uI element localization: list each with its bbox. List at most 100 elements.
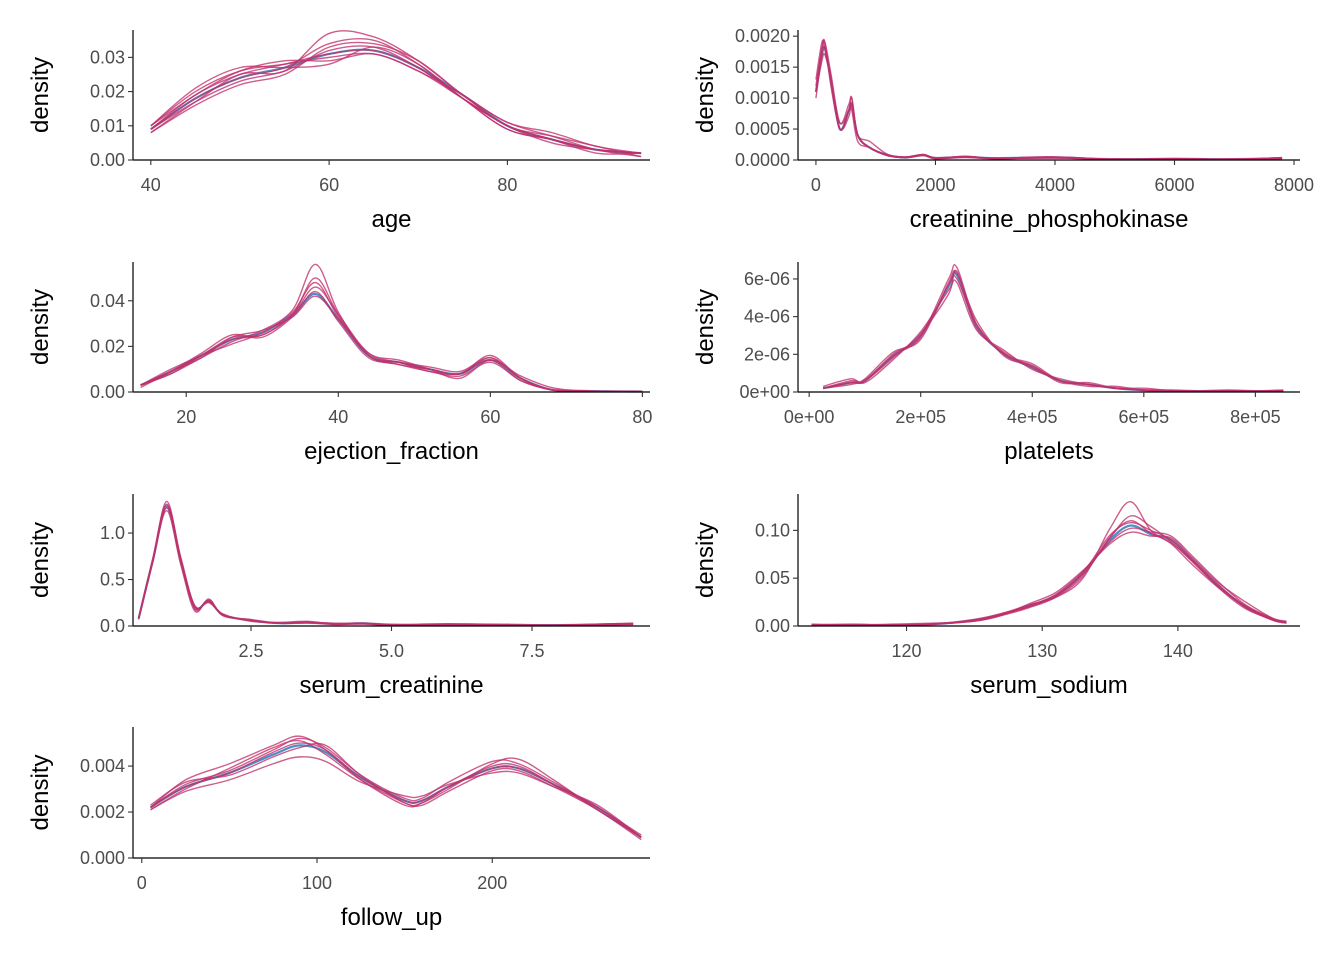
imputed-density-line	[811, 520, 1287, 626]
imputed-density-line	[137, 507, 634, 626]
imputed-density-line	[150, 742, 642, 838]
panel-creatinine_phosphokinase: 0 2000 4000 6000 8000 0.0000 0.0005 0.0010 0.001…	[692, 26, 1314, 233]
x-tick-label: 80	[497, 175, 517, 195]
x-axis-title: ejection_fraction	[304, 438, 479, 465]
x-tick-label: 40	[328, 407, 348, 427]
imputed-density-line	[823, 269, 1284, 392]
imputed-density-line	[140, 277, 643, 393]
imputed-density-line	[822, 274, 1284, 392]
y-tick-label: 0.03	[90, 47, 125, 67]
x-tick-label: 4e+05	[1007, 407, 1058, 427]
imputed-density-line	[150, 45, 642, 154]
panel-follow_up: 0 100 200 0.000 0.002 0.004 follow_up density	[27, 727, 650, 931]
x-tick-label: 80	[632, 407, 652, 427]
y-tick-label: 0.00	[755, 616, 790, 636]
y-tick-label: 4e-06	[744, 307, 790, 327]
x-tick-label: 8e+05	[1230, 407, 1281, 427]
imputed-density-line	[822, 269, 1284, 392]
imputed-density-line	[150, 737, 642, 838]
y-tick-label: 0.00	[90, 150, 125, 170]
x-tick-label: 0	[137, 873, 147, 893]
x-tick-label: 0	[811, 175, 821, 195]
imputed-density-line	[137, 510, 634, 626]
x-tick-label: 200	[477, 873, 507, 893]
x-tick-label: 100	[302, 873, 332, 893]
imputed-density-line	[811, 527, 1287, 626]
x-tick-label: 5.0	[379, 641, 404, 661]
x-tick-label: 6e+05	[1119, 407, 1170, 427]
imputed-density-line	[815, 39, 1283, 161]
imputed-density-line	[822, 263, 1284, 392]
imputed-density-line	[137, 500, 634, 626]
y-axis-title: density	[692, 289, 719, 365]
panel-serum_creatinine: 2.5 5.0 7.5 0.0 0.5 1.0 serum_creatinine densit…	[27, 494, 650, 699]
x-tick-label: 2.5	[238, 641, 263, 661]
y-tick-label: 0.00	[90, 382, 125, 402]
x-tick-label: 60	[480, 407, 500, 427]
y-tick-label: 2e-06	[744, 344, 790, 364]
x-axis-title: serum_creatinine	[299, 672, 483, 699]
imputed-density-line	[815, 52, 1283, 161]
x-tick-label: 120	[892, 641, 922, 661]
y-tick-label: 1.0	[100, 523, 125, 543]
panel-serum_sodium: 120 130 140 0.00 0.05 0.10 serum_sodium density	[692, 494, 1300, 699]
x-axis-title: follow_up	[341, 904, 442, 931]
imputed-density-line	[811, 521, 1287, 626]
y-axis-title: density	[27, 57, 54, 133]
imputed-density-line	[822, 279, 1284, 392]
x-axis-title: creatinine_phosphokinase	[910, 206, 1189, 233]
x-tick-label: 140	[1163, 641, 1193, 661]
x-axis-title: serum_sodium	[970, 672, 1127, 699]
observed-density-line	[811, 524, 1287, 627]
imputed-density-line	[140, 286, 643, 393]
y-tick-label: 0.02	[90, 336, 125, 356]
y-tick-label: 0.5	[100, 570, 125, 590]
panel-age: 40 60 80 0.00 0.01 0.02 0.03 age density	[27, 30, 650, 233]
y-tick-label: 0.0015	[735, 57, 790, 77]
imputed-density-line	[815, 39, 1283, 161]
imputed-density-line	[150, 739, 642, 841]
observed-density-line	[137, 505, 634, 627]
imputed-density-line	[150, 756, 642, 838]
x-tick-label: 4000	[1035, 175, 1075, 195]
imputed-density-line	[140, 263, 643, 393]
imputed-density-line	[150, 49, 642, 155]
y-tick-label: 0e+00	[739, 382, 790, 402]
imputed-density-line	[815, 38, 1283, 161]
imputed-density-line	[811, 500, 1287, 626]
y-tick-label: 0.0005	[735, 119, 790, 139]
imputed-density-line	[150, 742, 642, 836]
y-tick-label: 6e-06	[744, 269, 790, 289]
y-tick-label: 0.004	[80, 756, 125, 776]
imputed-density-line	[137, 504, 634, 626]
y-tick-label: 0.02	[90, 82, 125, 102]
y-tick-label: 0.0000	[735, 150, 790, 170]
imputed-density-line	[150, 735, 642, 838]
x-tick-label: 2000	[915, 175, 955, 195]
panel-platelets: 0e+00 2e+05 4e+05 6e+05 8e+05 0e+00 2e-06 4e-06…	[692, 262, 1300, 465]
y-tick-label: 0.10	[755, 520, 790, 540]
x-tick-label: 60	[319, 175, 339, 195]
y-axis-title: density	[27, 289, 54, 365]
observed-density-line	[814, 45, 1283, 161]
imputed-density-line	[150, 41, 642, 158]
panel-ejection_fraction: 20 40 60 80 0.00 0.02 0.04 ejection_fraction den…	[27, 262, 652, 465]
x-tick-label: 8000	[1274, 175, 1314, 195]
observed-density-line	[822, 271, 1284, 393]
x-axis-title: platelets	[1004, 438, 1093, 465]
imputed-density-line	[140, 290, 643, 393]
y-tick-label: 0.000	[80, 848, 125, 868]
y-axis-title: density	[692, 522, 719, 598]
imputed-density-line	[815, 45, 1283, 161]
x-tick-label: 2e+05	[895, 407, 946, 427]
x-tick-label: 40	[141, 175, 161, 195]
x-tick-label: 6000	[1154, 175, 1194, 195]
y-tick-label: 0.002	[80, 802, 125, 822]
y-tick-label: 0.0020	[735, 26, 790, 46]
imputed-density-line	[150, 53, 642, 154]
y-tick-label: 0.04	[90, 291, 125, 311]
imputed-density-line	[140, 281, 643, 393]
y-tick-label: 0.01	[90, 116, 125, 136]
imputed-density-line	[137, 503, 634, 626]
